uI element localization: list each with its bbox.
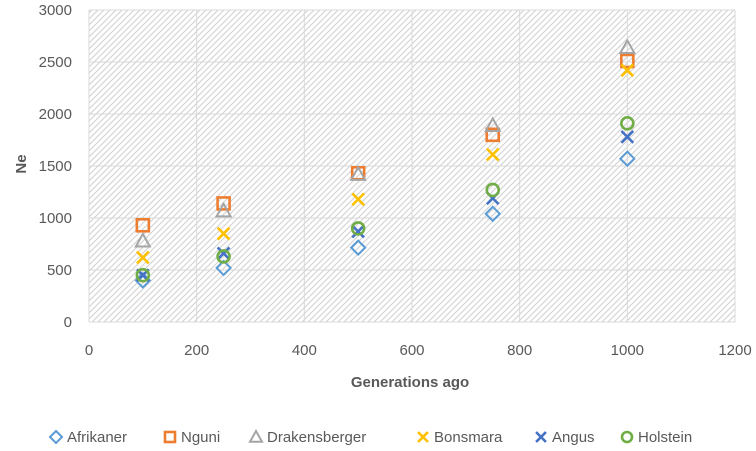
point-bonsmara — [351, 192, 366, 207]
point-drakensberger — [484, 116, 502, 133]
point-drakensberger — [214, 201, 233, 218]
y-axis-title: Ne — [13, 154, 30, 173]
legend-label-holstein: Holstein — [638, 429, 692, 446]
legend-marker-bonsmara — [417, 431, 429, 443]
gridlines — [88, 9, 736, 323]
point-nguni — [135, 217, 151, 233]
legend-label-afrikaner: Afrikaner — [67, 429, 127, 446]
x-axis-ticks: 0 200 400 600 800 1000 1200 — [85, 342, 752, 359]
data-points — [134, 38, 637, 289]
point-nguni — [485, 127, 501, 143]
y-tick-label: 2000 — [39, 106, 72, 123]
point-afrikaner — [618, 150, 636, 168]
point-drakensberger — [618, 38, 637, 55]
x-tick-label: 800 — [507, 342, 532, 359]
legend-marker-drakensberger — [248, 428, 264, 443]
point-angus — [620, 130, 635, 144]
point-bonsmara — [485, 147, 500, 162]
x-tick-label: 600 — [399, 342, 424, 359]
legend-label-nguni: Nguni — [181, 429, 220, 446]
x-tick-label: 400 — [292, 342, 317, 359]
legend-item-holstein: Holstein — [620, 429, 692, 446]
point-bonsmara — [135, 250, 150, 265]
point-holstein — [620, 116, 635, 131]
point-drakensberger — [134, 231, 152, 248]
legend-label-bonsmara: Bonsmara — [434, 429, 503, 446]
y-tick-label: 3000 — [39, 2, 72, 19]
point-holstein — [135, 267, 151, 283]
legend-item-nguni: Nguni — [163, 429, 220, 446]
point-bonsmara — [620, 63, 635, 78]
y-axis-ticks: 0 500 1000 1500 2000 2500 3000 — [39, 2, 72, 331]
x-tick-label: 200 — [184, 342, 209, 359]
x-axis-title: Generations ago — [351, 374, 469, 391]
legend-item-afrikaner: Afrikaner — [48, 429, 127, 446]
legend-marker-afrikaner — [48, 429, 64, 445]
point-holstein — [350, 221, 366, 236]
x-tick-label: 0 — [85, 342, 93, 359]
point-nguni — [216, 196, 231, 211]
point-holstein — [485, 182, 501, 198]
x-tick-label: 1200 — [718, 342, 751, 359]
y-tick-label: 2500 — [39, 54, 72, 71]
point-drakensberger — [349, 165, 367, 181]
point-afrikaner — [215, 259, 232, 277]
legend-marker-nguni — [163, 430, 177, 444]
y-tick-label: 500 — [47, 262, 72, 279]
legend-item-bonsmara: Bonsmara — [417, 429, 503, 446]
point-holstein — [216, 249, 231, 264]
point-bonsmara — [216, 226, 231, 241]
point-afrikaner — [349, 239, 367, 257]
legend-item-angus: Angus — [535, 429, 595, 446]
legend-label-angus: Angus — [552, 429, 595, 446]
y-tick-label: 0 — [64, 314, 72, 331]
x-tick-label: 1000 — [611, 342, 644, 359]
legend-marker-angus — [535, 431, 547, 443]
point-afrikaner — [484, 205, 502, 223]
y-tick-label: 1500 — [39, 158, 72, 175]
legend: Afrikaner Nguni Drakensberger Bonsmara Angus… — [48, 428, 692, 446]
legend-item-drakensberger: Drakensberger — [248, 428, 366, 446]
point-nguni — [620, 53, 635, 69]
legend-label-drakensberger: Drakensberger — [267, 429, 366, 446]
legend-marker-holstein — [620, 430, 634, 444]
y-tick-label: 1000 — [39, 210, 72, 227]
